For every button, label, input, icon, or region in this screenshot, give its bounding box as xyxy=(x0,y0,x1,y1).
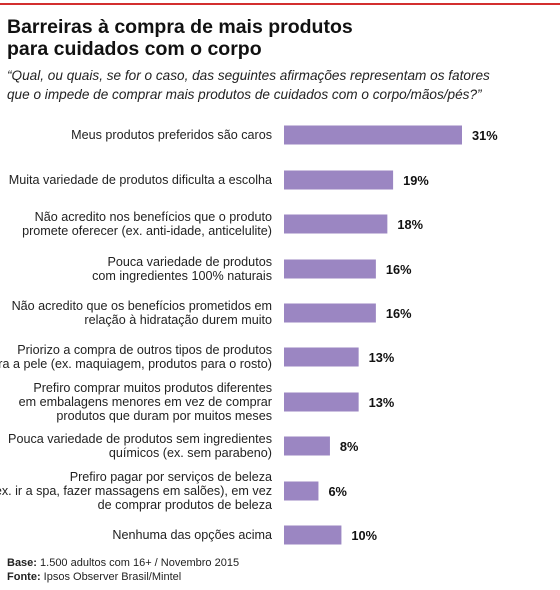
bar-2 xyxy=(284,170,394,190)
chart-subtitle-line-2: que o impede de comprar mais produtos de… xyxy=(7,87,482,102)
bar-4 xyxy=(284,259,376,279)
category-label-8-line-2: químicos (ex. sem parabeno) xyxy=(109,446,272,460)
category-label-8: Pouca variedade de produtos sem ingredie… xyxy=(8,432,272,460)
category-label-6-line-2: para a pele (ex. maquiagem, produtos par… xyxy=(0,357,272,371)
category-label-2-line-1: Muita variedade de produtos dificulta a … xyxy=(9,173,272,187)
category-label-7: Prefiro comprar muitos produtos diferent… xyxy=(19,381,272,423)
category-label-5-line-2: relação à hidratação durem muito xyxy=(84,313,272,327)
category-label-7-line-1: Prefiro comprar muitos produtos diferent… xyxy=(33,381,272,395)
category-label-9-line-2: (ex. ir a spa, fazer massagens em salões… xyxy=(0,484,272,498)
category-label-5-line-1: Não acredito que os benefícios prometido… xyxy=(12,299,272,313)
value-label-5: 16% xyxy=(386,306,412,321)
category-label-3-line-2: promete oferecer (ex. anti-idade, antice… xyxy=(22,224,272,238)
category-label-4-line-2: com ingredientes 100% naturais xyxy=(92,269,272,283)
top-rule xyxy=(0,3,560,5)
bar-7 xyxy=(284,392,359,412)
value-label-8: 8% xyxy=(340,439,359,454)
bar-8 xyxy=(284,436,330,456)
footer-source-label: Fonte: xyxy=(7,571,41,583)
chart-title: Barreiras à compra de mais produtos para… xyxy=(7,16,547,60)
category-label-4-line-1: Pouca variedade de produtos xyxy=(107,255,272,269)
footer-base: Base: 1.500 adultos com 16+ / Novembro 2… xyxy=(7,556,547,570)
value-label-7: 13% xyxy=(369,395,395,410)
chart-subtitle-line-1: “Qual, ou quais, se for o caso, das segu… xyxy=(7,68,490,83)
category-label-9-line-3: de comprar produtos de beleza xyxy=(98,498,272,512)
category-label-3-line-1: Não acredito nos benefícios que o produt… xyxy=(35,210,272,224)
chart-title-line-1: Barreiras à compra de mais produtos xyxy=(7,16,353,38)
value-label-9: 6% xyxy=(328,484,347,499)
bar-10 xyxy=(284,525,342,545)
value-label-1: 31% xyxy=(472,128,498,143)
value-label-2: 19% xyxy=(403,173,429,188)
value-label-3: 18% xyxy=(397,217,423,232)
bar-3 xyxy=(284,214,388,234)
chart-title-line-2: para cuidados com o corpo xyxy=(7,38,262,60)
bar-chart: 31% Meus produtos preferidos são caros 19%… xyxy=(0,125,498,545)
bar-5 xyxy=(284,303,376,323)
value-label-10: 10% xyxy=(351,528,377,543)
category-label-10-line-1: Nenhuma das opções acima xyxy=(112,528,272,542)
footer-source: Fonte: Ipsos Observer Brasil/Mintel xyxy=(7,570,547,584)
category-label-8-line-1: Pouca variedade de produtos sem ingredie… xyxy=(8,432,272,446)
footer-base-label: Base: xyxy=(7,557,37,569)
category-label-10: Nenhuma das opções acima xyxy=(112,528,272,542)
footer: Base: 1.500 adultos com 16+ / Novembro 2… xyxy=(7,556,547,584)
category-label-5: Não acredito que os benefícios prometido… xyxy=(12,299,272,327)
bar-1 xyxy=(284,125,462,145)
footer-source-text: Ipsos Observer Brasil/Mintel xyxy=(40,571,182,583)
category-label-9-line-1: Prefiro pagar por serviços de beleza xyxy=(70,470,272,484)
category-label-7-line-2: em embalagens menores em vez de comprar xyxy=(19,395,272,409)
category-label-9: Prefiro pagar por serviços de beleza (ex.… xyxy=(0,470,272,512)
category-label-4: Pouca variedade de produtos com ingredien… xyxy=(92,255,272,283)
category-label-1: Meus produtos preferidos são caros xyxy=(71,128,272,142)
chart-subtitle: “Qual, ou quais, se for o caso, das segu… xyxy=(7,66,557,104)
footer-base-text: 1.500 adultos com 16+ / Novembro 2015 xyxy=(36,557,240,569)
category-label-6-line-1: Priorizo a compra de outros tipos de pro… xyxy=(17,343,272,357)
category-label-3: Não acredito nos benefícios que o produt… xyxy=(22,210,272,238)
bar-9 xyxy=(284,481,319,501)
value-label-4: 16% xyxy=(386,262,412,277)
value-label-6: 13% xyxy=(369,350,395,365)
category-label-2: Muita variedade de produtos dificulta a … xyxy=(9,173,272,187)
category-label-7-line-3: produtos que duram por muitos meses xyxy=(56,409,272,423)
category-label-6: Priorizo a compra de outros tipos de pro… xyxy=(0,343,272,371)
bar-6 xyxy=(284,347,359,367)
category-label-1-line-1: Meus produtos preferidos são caros xyxy=(71,128,272,142)
